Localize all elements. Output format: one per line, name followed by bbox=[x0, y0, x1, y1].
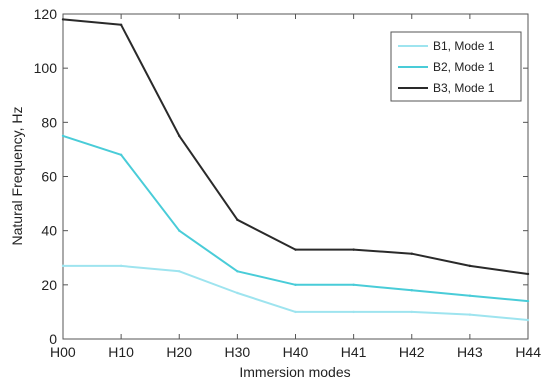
x-axis-label: Immersion modes bbox=[239, 364, 350, 380]
data-point bbox=[61, 18, 65, 21]
y-axis-label: Natural Frequency, Hz bbox=[9, 106, 25, 245]
data-point bbox=[178, 134, 181, 138]
data-point bbox=[410, 289, 413, 292]
data-point bbox=[526, 299, 530, 303]
series-lines bbox=[61, 18, 530, 322]
x-tick-label: H44 bbox=[515, 344, 541, 360]
data-point bbox=[178, 229, 181, 232]
x-tick-label: H42 bbox=[399, 344, 425, 360]
x-tick-label: H00 bbox=[50, 344, 76, 360]
legend-label-1: B1, Mode 1 bbox=[433, 39, 495, 53]
data-point bbox=[352, 310, 355, 314]
legend-label-2: B2, Mode 1 bbox=[433, 60, 495, 74]
data-point bbox=[468, 313, 472, 316]
data-point bbox=[236, 218, 239, 222]
y-tick-label: 40 bbox=[41, 223, 57, 239]
data-point bbox=[294, 310, 297, 314]
data-point bbox=[178, 270, 181, 273]
data-point bbox=[61, 134, 65, 138]
data-point bbox=[119, 23, 123, 27]
data-point bbox=[294, 248, 297, 251]
legend: B1, Mode 1 B2, Mode 1 B3, Mode 1 bbox=[390, 31, 522, 102]
data-point bbox=[526, 272, 530, 276]
data-point bbox=[352, 248, 355, 251]
data-point bbox=[61, 264, 65, 268]
x-tick-label: H20 bbox=[166, 344, 192, 360]
y-tick-label: 80 bbox=[41, 114, 57, 130]
data-point bbox=[119, 153, 123, 157]
x-tick-label: H30 bbox=[225, 344, 251, 360]
data-point bbox=[236, 291, 239, 295]
legend-label-3: B3, Mode 1 bbox=[433, 81, 495, 95]
data-point bbox=[468, 264, 472, 268]
y-tick-label: 20 bbox=[41, 277, 57, 293]
y-tick-label: 60 bbox=[41, 169, 57, 185]
data-point bbox=[410, 252, 413, 255]
x-tick-label: H40 bbox=[283, 344, 309, 360]
data-point bbox=[526, 318, 530, 322]
data-point bbox=[468, 294, 472, 297]
y-tick-label: 120 bbox=[34, 6, 58, 22]
legend-items: B1, Mode 1 B2, Mode 1 B3, Mode 1 bbox=[398, 39, 495, 95]
data-point bbox=[294, 283, 297, 287]
y-tick-label: 100 bbox=[34, 60, 58, 76]
data-point bbox=[119, 264, 123, 268]
axis-ticks: 0 20 40 60 80 100 120 H00 H10 H20 H30 H40 H41 H42 H43 H… bbox=[34, 6, 542, 360]
x-tick-label: H43 bbox=[457, 344, 483, 360]
data-point bbox=[410, 310, 413, 314]
data-point bbox=[352, 283, 355, 287]
y-tick-label: 0 bbox=[49, 331, 57, 347]
x-tick-label: H41 bbox=[341, 344, 367, 360]
x-tick-label: H10 bbox=[108, 344, 134, 360]
data-point bbox=[236, 270, 239, 273]
